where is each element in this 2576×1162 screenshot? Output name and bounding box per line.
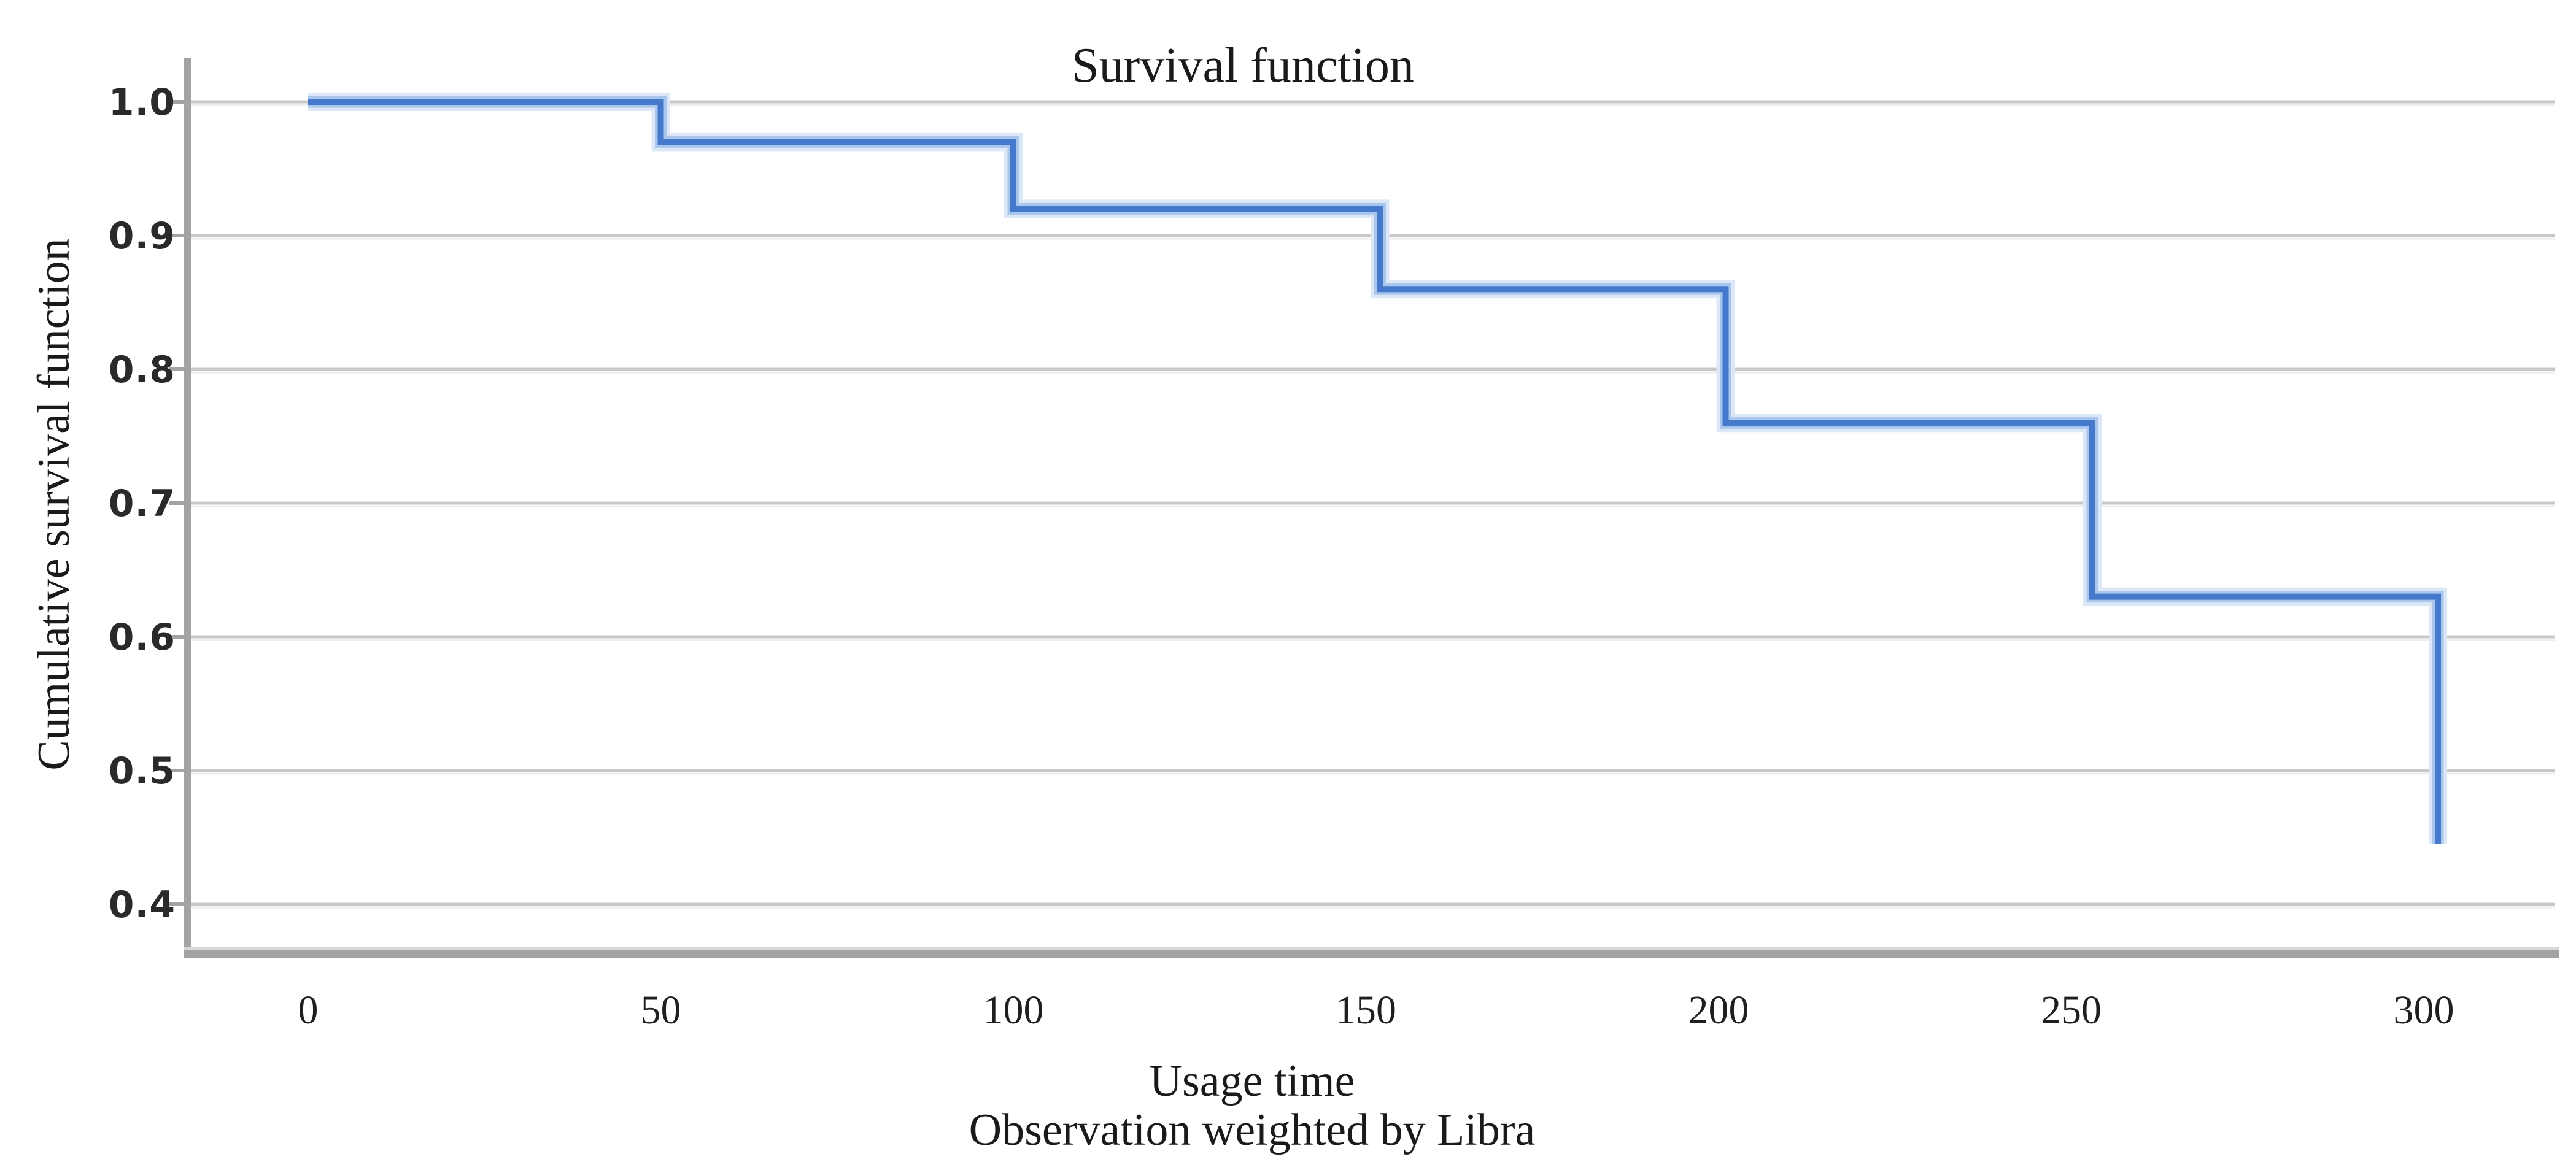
- x-tick-label: 250: [2041, 988, 2102, 1033]
- y-tick-label: 0.4: [109, 883, 176, 926]
- x-tick-label: 0: [298, 988, 319, 1033]
- y-axis-tick-labels: 1.0 0.9 0.8 0.7 0.6 0.5 0.4: [109, 81, 176, 926]
- x-tick-label: 50: [641, 988, 681, 1033]
- x-axis-tick-labels: 0 50 100 150 200 250 300: [298, 988, 2454, 1033]
- y-axis-title: Cumulative survival function: [29, 238, 79, 770]
- x-tick-label: 150: [1336, 988, 1396, 1033]
- y-tick-label: 0.7: [109, 482, 176, 525]
- y-axis-ticks: [169, 100, 184, 906]
- y-tick-label: 0.8: [109, 348, 176, 391]
- survival-step-curve: [308, 93, 2447, 844]
- x-axis-line-highlight: [184, 947, 2559, 950]
- y-tick-label: 0.6: [109, 616, 176, 659]
- curve-halo-mid: [308, 96, 2444, 844]
- chart-title: Survival function: [1072, 39, 1414, 93]
- curve-core: [308, 99, 2441, 844]
- x-axis-subtitle: Observation weighted by Libra: [969, 1105, 1536, 1155]
- y-tick-label: 0.5: [109, 750, 176, 793]
- y-tick-label: 0.9: [109, 215, 176, 258]
- y-axis-line: [184, 58, 191, 955]
- x-axis-line: [184, 950, 2559, 958]
- x-axis-title: Usage time: [1150, 1056, 1355, 1106]
- x-tick-label: 200: [1688, 988, 1749, 1033]
- x-tick-label: 300: [2394, 988, 2454, 1033]
- gridlines: [191, 100, 2555, 909]
- x-tick-label: 100: [983, 988, 1044, 1033]
- y-tick-label: 1.0: [109, 81, 176, 124]
